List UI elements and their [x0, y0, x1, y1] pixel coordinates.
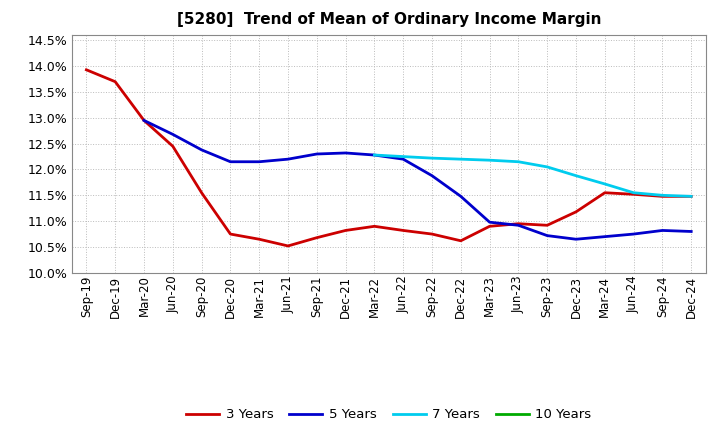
Line: 5 Years: 5 Years	[144, 121, 691, 239]
3 Years	[284, 243, 292, 249]
3 Years	[140, 118, 148, 123]
3 Years	[629, 192, 638, 197]
5 Years	[514, 223, 523, 228]
3 Years	[687, 194, 696, 199]
7 Years	[399, 154, 408, 159]
5 Years	[197, 147, 206, 153]
5 Years	[658, 228, 667, 233]
5 Years	[370, 152, 379, 158]
3 Years	[197, 190, 206, 195]
7 Years	[514, 159, 523, 165]
5 Years	[341, 150, 350, 156]
3 Years	[312, 235, 321, 240]
7 Years	[428, 155, 436, 161]
7 Years	[629, 190, 638, 195]
5 Years	[399, 157, 408, 162]
7 Years	[485, 158, 494, 163]
3 Years	[168, 143, 177, 149]
3 Years	[572, 209, 580, 214]
5 Years	[312, 151, 321, 157]
5 Years	[543, 233, 552, 238]
Line: 7 Years: 7 Years	[374, 155, 691, 196]
5 Years	[140, 118, 148, 123]
5 Years	[485, 220, 494, 225]
5 Years	[284, 157, 292, 162]
3 Years	[543, 223, 552, 228]
Legend: 3 Years, 5 Years, 7 Years, 10 Years: 3 Years, 5 Years, 7 Years, 10 Years	[181, 403, 597, 426]
3 Years	[428, 231, 436, 237]
5 Years	[687, 229, 696, 234]
Title: [5280]  Trend of Mean of Ordinary Income Margin: [5280] Trend of Mean of Ordinary Income …	[176, 12, 601, 27]
5 Years	[572, 237, 580, 242]
7 Years	[370, 152, 379, 158]
7 Years	[687, 194, 696, 199]
5 Years	[226, 159, 235, 165]
3 Years	[456, 238, 465, 243]
5 Years	[428, 173, 436, 178]
3 Years	[111, 79, 120, 84]
3 Years	[226, 231, 235, 237]
3 Years	[514, 221, 523, 226]
7 Years	[456, 157, 465, 162]
5 Years	[255, 159, 264, 165]
3 Years	[658, 194, 667, 199]
7 Years	[600, 181, 609, 187]
3 Years	[485, 224, 494, 229]
3 Years	[600, 190, 609, 195]
5 Years	[456, 194, 465, 199]
3 Years	[255, 237, 264, 242]
5 Years	[168, 132, 177, 137]
7 Years	[658, 193, 667, 198]
Line: 3 Years: 3 Years	[86, 70, 691, 246]
3 Years	[399, 228, 408, 233]
3 Years	[82, 67, 91, 73]
7 Years	[543, 164, 552, 169]
3 Years	[341, 228, 350, 233]
5 Years	[629, 231, 638, 237]
3 Years	[370, 224, 379, 229]
7 Years	[572, 173, 580, 178]
5 Years	[600, 234, 609, 239]
